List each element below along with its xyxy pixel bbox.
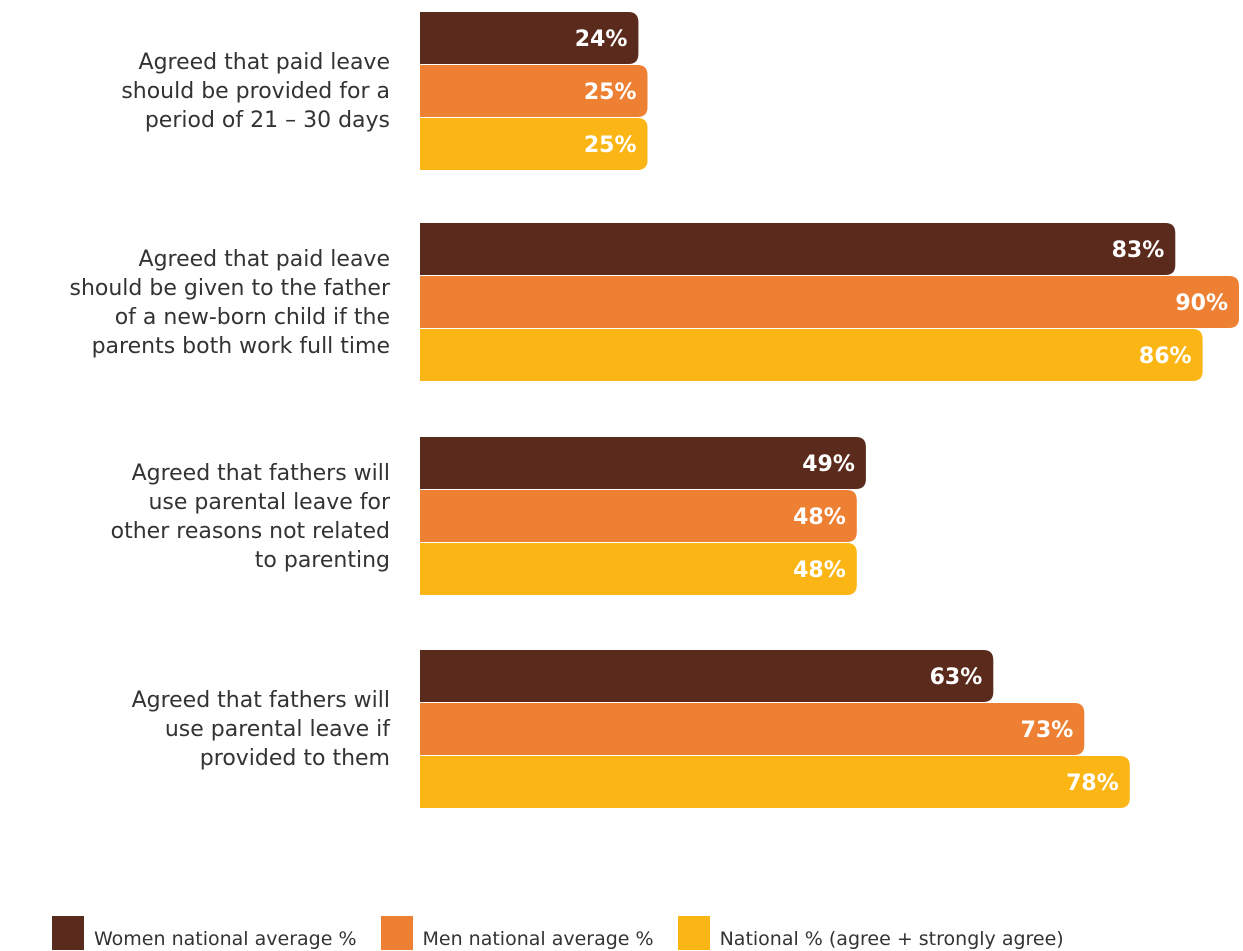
category-label-line: use parental leave if: [164, 717, 390, 742]
category-label-line: provided to them: [199, 746, 390, 771]
bar-3-series-1: [420, 437, 866, 489]
category-label-line: Agreed that fathers will: [131, 460, 390, 486]
legend-label: Men national average %: [422, 928, 654, 950]
category-label-2: Agreed that paid leave should be given to…: [70, 245, 391, 361]
legend-item-2: Men national average %: [380, 916, 654, 950]
bar-2-series-2: [420, 276, 1239, 328]
data-label-4-series-1: 63%: [930, 665, 983, 690]
data-label-3-series-2: 48%: [793, 505, 846, 530]
bar-1-series-3: [420, 118, 648, 170]
category-label-line: should be given to the father: [69, 275, 391, 301]
bar-group-4: 63% 73% 78%: [420, 650, 1130, 808]
data-label-2-series-2: 90%: [1175, 291, 1228, 316]
category-label-4: Agreed that fathers will use parental lea…: [132, 686, 390, 773]
bar-1-series-1: [420, 12, 639, 64]
category-label-line: Agreed that paid leave: [138, 246, 390, 272]
legend-swatch: [52, 916, 84, 950]
bar-1-series-2: [420, 65, 648, 117]
data-label-2-series-3: 86%: [1139, 344, 1192, 369]
category-label-line: period of 21 – 30 days: [144, 108, 390, 133]
category-label-line: should be provided for a: [121, 79, 390, 104]
data-label-3-series-1: 49%: [802, 452, 855, 477]
category-label-line: other reasons not related: [110, 518, 390, 544]
legend-label: Women national average %: [94, 928, 357, 950]
bar-2-series-1: [420, 223, 1176, 275]
bar-group-2: 83% 90% 86%: [420, 223, 1239, 381]
legend: Women national average % Men national ave…: [52, 916, 1088, 950]
bar-3-series-2: [420, 490, 857, 542]
category-label-line: parents both work full time: [91, 333, 390, 359]
bar-2-series-3: [420, 329, 1203, 381]
bar-4-series-3: [420, 756, 1130, 808]
bar-group-3: 49% 48% 48%: [420, 437, 866, 595]
data-label-4-series-2: 73%: [1021, 718, 1074, 743]
bar-group-1: 24% 25% 25%: [420, 12, 648, 170]
data-label-1-series-3: 25%: [584, 133, 637, 158]
data-label-2-series-1: 83%: [1112, 238, 1165, 263]
legend-label: National % (agree + strongly agree): [719, 928, 1064, 950]
category-label-line: of a new-born child if the: [114, 304, 390, 330]
data-label-3-series-3: 48%: [793, 558, 846, 583]
category-label-line: to parenting: [254, 547, 390, 573]
legend-item-1: Women national average %: [52, 916, 357, 950]
category-label-1: Agreed that paid leave should be provided…: [121, 48, 390, 135]
category-label-line: Agreed that fathers will: [131, 688, 390, 713]
legend-item-3: National % (agree + strongly agree): [677, 916, 1064, 950]
data-label-4-series-3: 78%: [1066, 771, 1119, 796]
bar-3-series-3: [420, 543, 857, 595]
data-label-1-series-1: 24%: [575, 27, 628, 52]
data-label-1-series-2: 25%: [584, 80, 637, 105]
category-label-line: use parental leave for: [148, 489, 390, 515]
bar-4-series-1: [420, 650, 994, 702]
category-label-line: Agreed that paid leave: [138, 50, 390, 75]
bar-chart: 24% 25% 25% 83% 90% 86% 49% 48% 48% 63% 73% 78%: [420, 12, 1239, 808]
category-label-3: Agreed that fathers will use parental lea…: [111, 459, 390, 575]
legend-swatch: [380, 916, 413, 950]
bar-4-series-2: [420, 703, 1085, 755]
legend-swatch: [677, 916, 710, 950]
